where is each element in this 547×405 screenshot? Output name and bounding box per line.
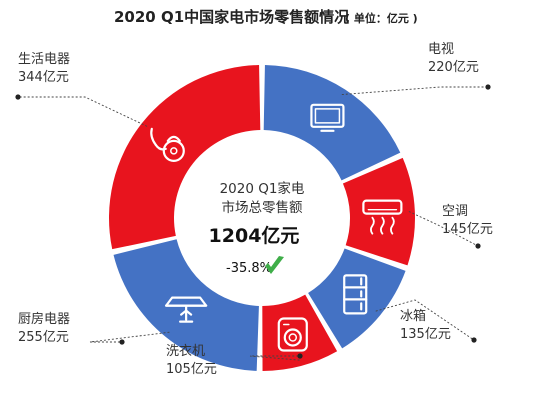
center-line1: 2020 Q1家电 (220, 180, 305, 197)
leader-line-4 (89, 331, 170, 343)
category-label-0: 电视 (428, 42, 454, 57)
leader-line-0 (341, 86, 488, 96)
leader-dot-1 (475, 243, 481, 249)
slice-1 (342, 157, 416, 266)
leader-dot-5 (15, 94, 21, 100)
leader-dot-3 (297, 353, 303, 359)
leader-line-3 (249, 355, 300, 361)
donut-slices (109, 65, 416, 371)
leader-line-1 (408, 211, 479, 247)
air-conditioner-icon (362, 199, 403, 235)
center-line2: 市场总零售额 (222, 199, 303, 216)
washer-icon (277, 317, 308, 352)
tv-icon (310, 103, 345, 132)
range-hood-icon (165, 296, 208, 323)
category-label-4: 厨房电器 (18, 311, 70, 327)
slice-5 (109, 65, 261, 250)
leader-lines (15, 84, 491, 361)
value-label-0: 220亿元 (428, 60, 479, 75)
center-change: -35.8% (226, 261, 272, 276)
category-label-3: 洗衣机 (166, 343, 205, 359)
chart-title: 2020 Q1中国家电市场零售额情况 (114, 8, 349, 26)
slice-icons (150, 103, 403, 352)
value-label-3: 105亿元 (166, 362, 217, 377)
leader-dot-2 (471, 337, 477, 343)
value-label-5: 344亿元 (18, 70, 69, 85)
value-label-1: 145亿元 (442, 222, 493, 237)
value-label-2: 135亿元 (400, 327, 451, 342)
category-label-5: 生活电器 (18, 52, 70, 67)
checkmark-icon (265, 256, 284, 274)
leader-dot-0 (485, 84, 491, 90)
chart-unit: ( 单位：亿元 ) (345, 11, 418, 25)
value-label-4: 255亿元 (18, 330, 69, 345)
category-label-2: 冰箱 (400, 308, 426, 324)
leader-dot-4 (119, 339, 125, 345)
leader-line-5 (18, 96, 148, 127)
vacuum-icon (150, 127, 185, 162)
leader-line-2 (375, 299, 475, 341)
category-label-1: 空调 (442, 204, 468, 219)
center-total: 1204亿元 (209, 224, 300, 247)
fridge-icon (343, 274, 368, 315)
